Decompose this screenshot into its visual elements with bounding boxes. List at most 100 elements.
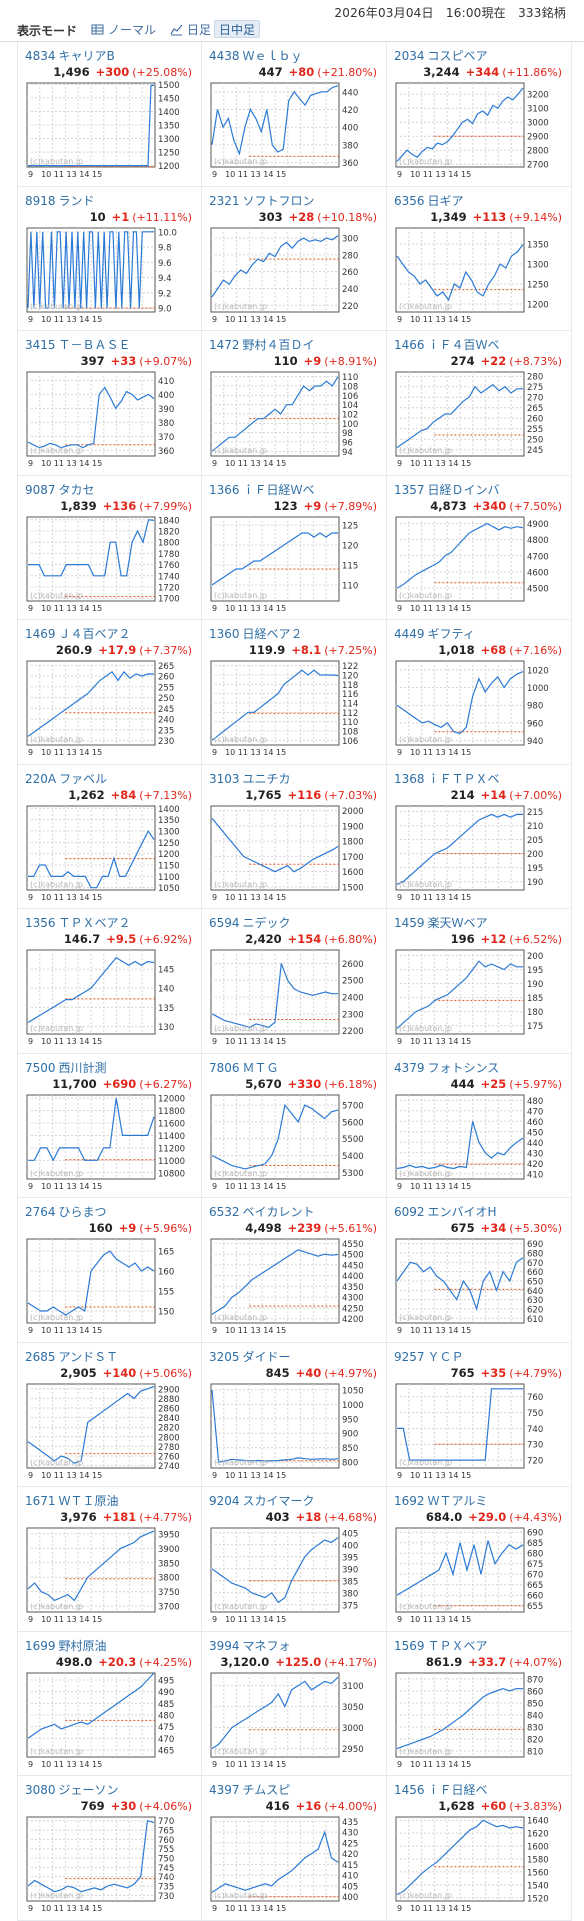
stock-card[interactable]: 3415 Ｔ－ＢＡＳＥ 397 +33 (+9.07%) 410 400 390 380 370 3… bbox=[17, 331, 202, 476]
stock-name[interactable]: Ｊ４百ベア２ bbox=[58, 627, 131, 641]
stock-card[interactable]: 2034 コスピベア 3,244 +344 (+11.86%) 3200 3100 3000 2… bbox=[387, 42, 572, 187]
stock-name[interactable]: 日経ベア２ bbox=[242, 627, 303, 641]
stock-card[interactable]: 4449 ギフティ 1,018 +68 (+7.16%) 1020 1000 980 960 94… bbox=[387, 620, 572, 765]
normal-mode-button[interactable]: ノーマル bbox=[87, 20, 160, 38]
intraday-chart[interactable]: 410 400 390 380 370 360 (c)kabutan.jp 9 10 11 1… bbox=[25, 370, 195, 468]
intraday-chart[interactable]: 4550 4500 4450 4400 4350 4300 4250 4200 (c)kabut… bbox=[209, 1237, 379, 1335]
intraday-mode-button[interactable]: 日中足 bbox=[214, 20, 261, 38]
stock-name[interactable]: 日ギア bbox=[427, 193, 464, 208]
intraday-chart[interactable]: 3950 3900 3850 3800 3750 3700 (c)kabutan.jp 9 1… bbox=[25, 1526, 195, 1624]
intraday-chart[interactable]: 200 195 190 185 180 175 (c)kabutan.jp 9 10 11 1… bbox=[394, 948, 564, 1046]
intraday-chart[interactable]: 215 210 205 200 195 190 (c)kabutan.jp 9 10 11 1… bbox=[394, 804, 564, 902]
stock-name[interactable]: ジェーソン bbox=[58, 1783, 119, 1797]
intraday-chart[interactable]: 2600 2500 2400 2300 2200 (c)kabutan.jp 9 10 11… bbox=[209, 948, 379, 1046]
intraday-chart[interactable]: 480 470 460 450 440 430 420 410 (c)kabutan.jp 9 1… bbox=[394, 1093, 564, 1191]
stock-code[interactable]: 6356 bbox=[394, 193, 425, 208]
stock-code[interactable]: 9204 bbox=[209, 1494, 240, 1508]
stock-code[interactable]: 1356 bbox=[25, 916, 56, 930]
stock-card[interactable]: 1459 楽天Ｗベア 196 +12 (+6.52%) 200 195 190 185 180 17… bbox=[387, 909, 572, 1054]
stock-name[interactable]: ｉＦ４百Ｗベ bbox=[427, 338, 500, 352]
stock-code[interactable]: 1692 bbox=[394, 1494, 425, 1508]
stock-card[interactable]: 4834 キャリアB 1,496 +300 (+25.08%) 1500 1450 1400 1… bbox=[17, 42, 202, 187]
stock-code[interactable]: 4379 bbox=[394, 1060, 425, 1075]
stock-code[interactable]: 3205 bbox=[209, 1349, 240, 1364]
intraday-chart[interactable]: 1400 1350 1300 1250 1200 1150 1100 1050 (c)kabut… bbox=[25, 804, 195, 902]
stock-card[interactable]: 6356 日ギア 1,349 +113 (+9.14%) 1350 1300 1250 1200… bbox=[387, 186, 572, 331]
stock-name[interactable]: 日経Ｄインバ bbox=[427, 482, 500, 497]
stock-name[interactable]: ＹＣＰ bbox=[427, 1349, 464, 1364]
stock-name[interactable]: ソフトフロン bbox=[242, 193, 315, 208]
intraday-chart[interactable]: 265 260 255 250 245 240 235 230 (c)kabutan.jp 9 1… bbox=[25, 659, 195, 757]
stock-card[interactable]: 1671 ＷＴＩ原油 3,976 +181 (+4.77%) 3950 3900 3850 38… bbox=[17, 1487, 202, 1632]
stock-code[interactable]: 1671 bbox=[25, 1494, 56, 1508]
stock-name[interactable]: ニデック bbox=[242, 916, 291, 930]
stock-code[interactable]: 7806 bbox=[209, 1060, 240, 1075]
stock-code[interactable]: 6092 bbox=[394, 1205, 425, 1219]
stock-card[interactable]: 1360 日経ベア２ 119.9 +8.1 (+7.25%) 122 120 118 116 11… bbox=[202, 620, 387, 765]
intraday-chart[interactable]: 145 140 135 130 (c)kabutan.jp 9 10 11 13 14 1… bbox=[25, 948, 195, 1046]
intraday-chart[interactable]: 10.0 9.8 9.6 9.4 9.2 9.0 (c)kabutan.jp 9 10 11 … bbox=[25, 226, 195, 324]
stock-card[interactable]: 1569 ＴＰＸベア 861.9 +33.7 (+4.07%) 870 860 850 840 8… bbox=[387, 1631, 572, 1776]
stock-card[interactable]: 6594 ニデック 2,420 +154 (+6.80%) 2600 2500 2400 230… bbox=[202, 909, 387, 1054]
intraday-chart[interactable]: 1640 1620 1600 1580 1560 1540 1520 (c)kabutan.j… bbox=[394, 1815, 564, 1913]
stock-code[interactable]: 1368 bbox=[394, 771, 425, 786]
stock-card[interactable]: 1456 ｉＦ日経ベ 1,628 +60 (+3.83%) 1640 1620 1600 158… bbox=[387, 1776, 572, 1921]
intraday-chart[interactable]: 122 120 118 116 114 112 110 108 106 (c)kabutan.jp… bbox=[209, 659, 379, 757]
stock-card[interactable]: 3994 マネフォ 3,120.0 +125.0 (+4.17%) 3100 3050 300… bbox=[202, 1631, 387, 1776]
stock-name[interactable]: ＷＴＩ原油 bbox=[58, 1494, 119, 1508]
stock-code[interactable]: 6594 bbox=[209, 916, 240, 930]
intraday-chart[interactable]: 690 685 680 675 670 665 660 655 (c)kabutan.jp 9 1… bbox=[394, 1526, 564, 1624]
stock-name[interactable]: ベイカレント bbox=[242, 1205, 315, 1219]
intraday-chart[interactable]: 690 680 670 660 650 640 630 620 610 (c)kabutan.jp… bbox=[394, 1237, 564, 1335]
stock-card[interactable]: 220A ファベル 1,262 +84 (+7.13%) 1400 1350 1300 1250… bbox=[17, 764, 202, 909]
stock-card[interactable]: 6092 エンバイオH 675 +34 (+5.30%) 690 680 670 660 650 6… bbox=[387, 1198, 572, 1343]
stock-code[interactable]: 1360 bbox=[209, 627, 240, 641]
intraday-chart[interactable]: 1500 1450 1400 1350 1300 1250 1200 (c)kabutan.j… bbox=[25, 81, 195, 179]
stock-card[interactable]: 2685 アンドＳＴ 2,905 +140 (+5.06%) 2900 2880 2860 28… bbox=[17, 1342, 202, 1487]
stock-card[interactable]: 1368 ｉＦＴＰＸベ 214 +14 (+7.00%) 215 210 205 200 195 1… bbox=[387, 764, 572, 909]
intraday-chart[interactable]: 1020 1000 980 960 940 (c)kabutan.jp 9 10 11 13… bbox=[394, 659, 564, 757]
stock-code[interactable]: 1699 bbox=[25, 1638, 56, 1653]
stock-card[interactable]: 2321 ソフトフロン 303 +28 (+10.18%) 300 280 260 240 220… bbox=[202, 186, 387, 331]
stock-card[interactable]: 1356 ＴＰＸベア２ 146.7 +9.5 (+6.92%) 145 140 135 130 (… bbox=[17, 909, 202, 1054]
stock-code[interactable]: 3080 bbox=[25, 1783, 56, 1797]
stock-card[interactable]: 9087 タカセ 1,839 +136 (+7.99%) 1840 1820 1800 1780… bbox=[17, 475, 202, 620]
intraday-chart[interactable]: 165 160 155 150 (c)kabutan.jp 9 10 11 13 14 1… bbox=[25, 1237, 195, 1335]
stock-code[interactable]: 1357 bbox=[394, 482, 425, 497]
intraday-chart[interactable]: 5700 5600 5500 5400 5300 (c)kabutan.jp 9 10 11… bbox=[209, 1093, 379, 1191]
stock-name[interactable]: 野村４百Ｄイ bbox=[242, 338, 315, 352]
stock-name[interactable]: キャリアB bbox=[58, 49, 115, 63]
stock-card[interactable]: 6532 ベイカレント 4,498 +239 (+5.61%) 4550 4500 4450 4… bbox=[202, 1198, 387, 1343]
daily-mode-button[interactable]: 日足 bbox=[166, 20, 215, 38]
stock-card[interactable]: 1472 野村４百Ｄイ 110 +9 (+8.91%) 110 108 106 104 102 10… bbox=[202, 331, 387, 476]
stock-code[interactable]: 1459 bbox=[394, 916, 425, 930]
stock-code[interactable]: 4449 bbox=[394, 627, 425, 641]
stock-card[interactable]: 9204 スカイマーク 403 +18 (+4.68%) 405 400 395 390 385 3… bbox=[202, 1487, 387, 1632]
stock-name[interactable]: ＭＴＧ bbox=[242, 1060, 279, 1075]
stock-card[interactable]: 3103 ユニチカ 1,765 +116 (+7.03%) 2000 1900 1800 170… bbox=[202, 764, 387, 909]
intraday-chart[interactable]: 3200 3100 3000 2900 2800 2700 (c)kabutan.jp 9 1… bbox=[394, 81, 564, 179]
intraday-chart[interactable]: 760 750 740 730 720 (c)kabutan.jp 9 10 11 13 1… bbox=[394, 1382, 564, 1480]
stock-name[interactable]: ＴＰＸベア２ bbox=[58, 916, 131, 930]
intraday-chart[interactable]: 440 420 400 380 360 (c)kabutan.jp 9 10 11 13 1… bbox=[209, 81, 379, 179]
stock-code[interactable]: 2764 bbox=[25, 1205, 56, 1219]
stock-name[interactable]: ＴＰＸベア bbox=[427, 1638, 488, 1653]
intraday-chart[interactable]: 2000 1900 1800 1700 1600 1500 (c)kabutan.jp 9 1… bbox=[209, 804, 379, 902]
stock-name[interactable]: エンバイオH bbox=[427, 1205, 497, 1219]
stock-card[interactable]: 4379 フォトシンス 444 +25 (+5.97%) 480 470 460 450 440 4… bbox=[387, 1053, 572, 1198]
intraday-chart[interactable]: 280 275 270 265 260 255 250 245 (c)kabutan.jp 9 1… bbox=[394, 370, 564, 468]
intraday-chart[interactable]: 770 765 760 755 750 745 740 735 730 (c)kabutan.jp… bbox=[25, 1815, 195, 1913]
stock-code[interactable]: 1569 bbox=[394, 1638, 425, 1653]
stock-code[interactable]: 1466 bbox=[394, 338, 425, 352]
stock-name[interactable]: 楽天Ｗベア bbox=[427, 916, 488, 930]
stock-card[interactable]: 4438 Ｗｅｌｂｙ 447 +80 (+21.80%) 440 420 400 380 360 (… bbox=[202, 42, 387, 187]
stock-card[interactable]: 1357 日経Ｄインバ 4,873 +340 (+7.50%) 4900 4800 4700 4… bbox=[387, 475, 572, 620]
intraday-chart[interactable]: 300 280 260 240 220 (c)kabutan.jp 9 10 11 13 1… bbox=[209, 226, 379, 324]
intraday-chart[interactable]: 125 120 115 110 (c)kabutan.jp 9 10 11 13 14 1… bbox=[209, 515, 379, 613]
stock-name[interactable]: タカセ bbox=[58, 482, 95, 497]
stock-card[interactable]: 2764 ひらまつ 160 +9 (+5.96%) 165 160 155 150 (c)kabu… bbox=[17, 1198, 202, 1343]
stock-card[interactable]: 1366 ｉＦ日経Ｗベ 123 +9 (+7.89%) 125 120 115 110 (c)ka… bbox=[202, 475, 387, 620]
intraday-chart[interactable]: 405 400 395 390 385 380 375 (c)kabutan.jp 9 10 1… bbox=[209, 1526, 379, 1624]
stock-code[interactable]: 3103 bbox=[209, 771, 240, 786]
stock-name[interactable]: コスピベア bbox=[427, 49, 488, 63]
